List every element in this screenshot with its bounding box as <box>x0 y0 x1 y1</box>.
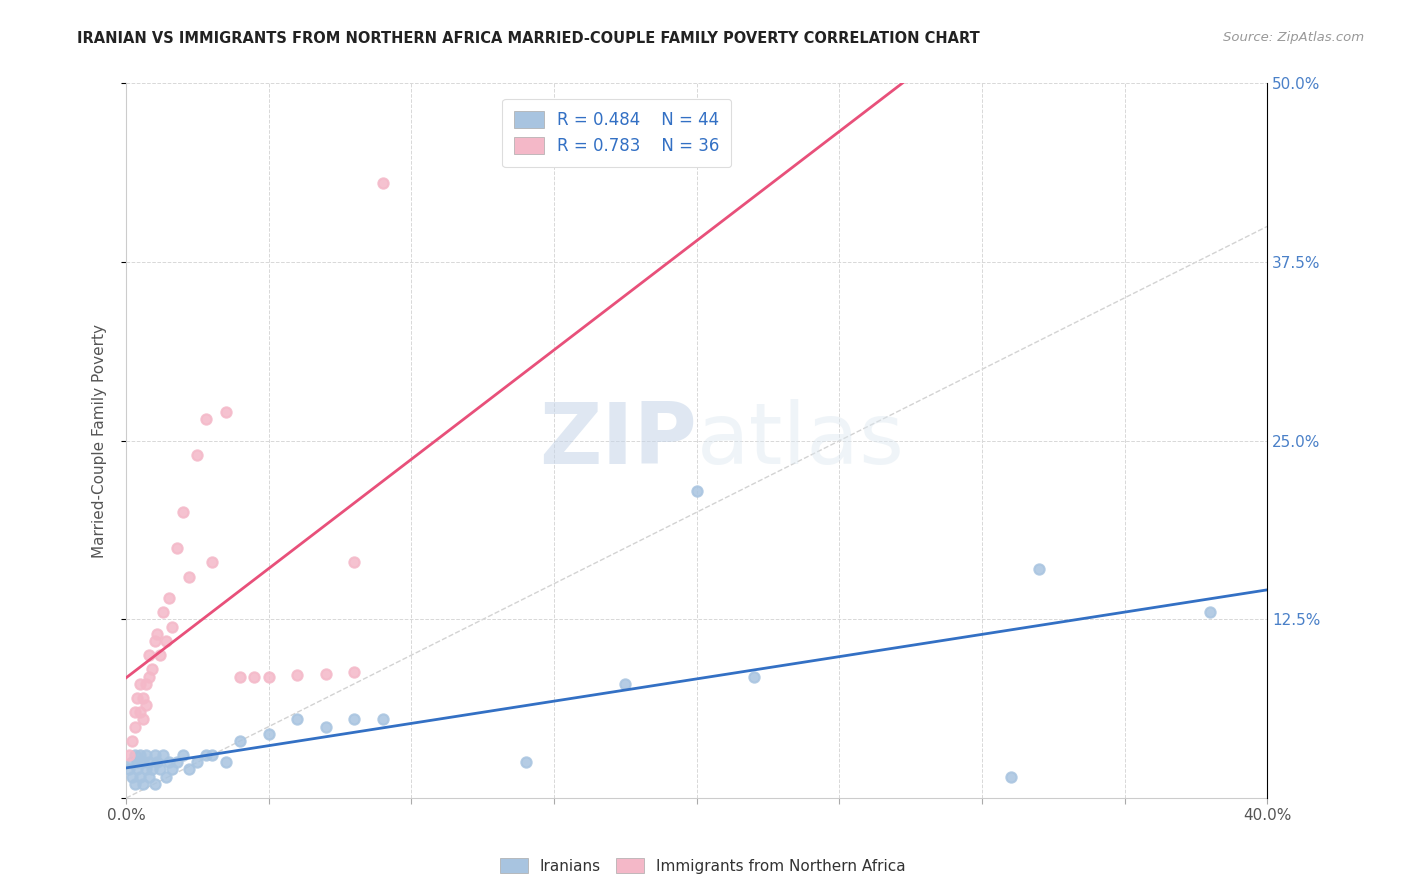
Point <box>315 720 337 734</box>
Point <box>149 648 172 662</box>
Point <box>285 668 308 682</box>
Point <box>160 763 183 777</box>
Point <box>201 555 224 569</box>
Point <box>172 505 194 519</box>
Point <box>129 748 152 763</box>
Point <box>194 412 217 426</box>
Point <box>138 648 160 662</box>
Y-axis label: Married-Couple Family Poverty: Married-Couple Family Poverty <box>93 324 107 558</box>
Point <box>1028 562 1050 576</box>
Point <box>229 734 252 748</box>
Point <box>166 541 188 555</box>
Point <box>138 669 160 683</box>
Point <box>138 770 160 784</box>
Point <box>132 756 155 770</box>
Point <box>371 177 394 191</box>
Point <box>343 713 366 727</box>
Point <box>132 777 155 791</box>
Point <box>118 763 141 777</box>
Point <box>186 448 208 462</box>
Point <box>141 763 163 777</box>
Point <box>127 763 149 777</box>
Point <box>315 666 337 681</box>
Point <box>135 677 157 691</box>
Point <box>1000 770 1022 784</box>
Point <box>215 405 238 419</box>
Text: IRANIAN VS IMMIGRANTS FROM NORTHERN AFRICA MARRIED-COUPLE FAMILY POVERTY CORRELA: IRANIAN VS IMMIGRANTS FROM NORTHERN AFRI… <box>77 31 980 46</box>
Text: ZIP: ZIP <box>538 400 697 483</box>
Point <box>285 713 308 727</box>
Point <box>143 748 166 763</box>
Point <box>194 748 217 763</box>
Point <box>129 770 152 784</box>
Point <box>118 748 141 763</box>
Point <box>614 677 637 691</box>
Point <box>172 748 194 763</box>
Point <box>143 633 166 648</box>
Point <box>152 748 174 763</box>
Point <box>229 669 252 683</box>
Point <box>149 763 172 777</box>
Point <box>160 619 183 633</box>
Point <box>515 756 537 770</box>
Point <box>124 777 146 791</box>
Point <box>129 706 152 720</box>
Point <box>132 713 155 727</box>
Point <box>686 483 709 498</box>
Point <box>124 720 146 734</box>
Legend: Iranians, Immigrants from Northern Africa: Iranians, Immigrants from Northern Afric… <box>494 852 912 880</box>
Point <box>121 770 143 784</box>
Point <box>141 662 163 676</box>
Point <box>135 748 157 763</box>
Point <box>129 677 152 691</box>
Point <box>343 665 366 680</box>
Point <box>146 626 169 640</box>
Point <box>157 756 180 770</box>
Point <box>127 691 149 706</box>
Point <box>135 698 157 713</box>
Point <box>257 669 280 683</box>
Point <box>343 555 366 569</box>
Point <box>132 691 155 706</box>
Point <box>138 756 160 770</box>
Point <box>152 605 174 619</box>
Point <box>215 756 238 770</box>
Text: Source: ZipAtlas.com: Source: ZipAtlas.com <box>1223 31 1364 45</box>
Point <box>243 669 266 683</box>
Point <box>371 713 394 727</box>
Point <box>157 591 180 605</box>
Point <box>155 633 177 648</box>
Point <box>124 706 146 720</box>
Point <box>146 756 169 770</box>
Point <box>257 727 280 741</box>
Point <box>742 669 765 683</box>
Point <box>143 777 166 791</box>
Legend: R = 0.484    N = 44, R = 0.783    N = 36: R = 0.484 N = 44, R = 0.783 N = 36 <box>502 99 731 167</box>
Point <box>177 763 200 777</box>
Point <box>186 756 208 770</box>
Text: atlas: atlas <box>697 400 904 483</box>
Point <box>135 763 157 777</box>
Point <box>121 756 143 770</box>
Point <box>127 756 149 770</box>
Point <box>1199 605 1222 619</box>
Point <box>201 748 224 763</box>
Point <box>155 770 177 784</box>
Point <box>121 734 143 748</box>
Point <box>124 748 146 763</box>
Point <box>166 756 188 770</box>
Point <box>177 569 200 583</box>
